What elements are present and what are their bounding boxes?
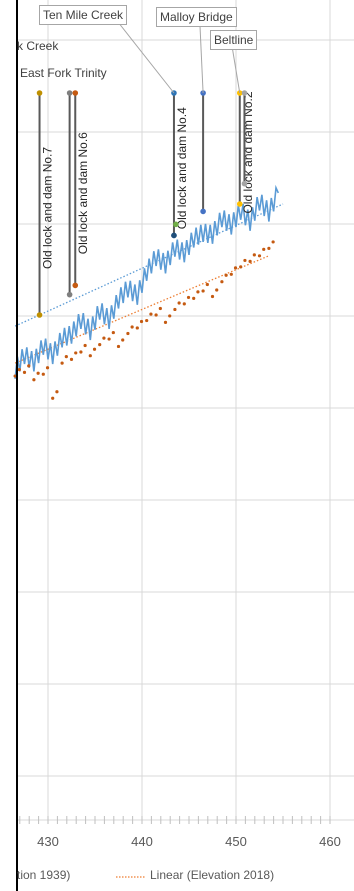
point-2018 — [121, 338, 125, 342]
leader-line-2 — [231, 45, 241, 94]
landmark-label-0: Old lock and dam No.7 — [41, 147, 55, 269]
point-2018 — [17, 367, 21, 372]
landmark-extra-point-1 — [171, 232, 177, 239]
point-2018 — [92, 347, 97, 351]
point-2018 — [252, 253, 256, 257]
legend-item-elevation-1939: tion 1939) — [17, 868, 71, 882]
trendline-1 — [14, 255, 270, 364]
point-2018 — [257, 254, 262, 258]
landmark-marker-bottom-5 — [236, 201, 243, 207]
x-axis-ticks: 430 440 450 460 — [17, 816, 354, 849]
landmark-label-2: Old lock and dam No.6 — [76, 132, 90, 254]
point-2018 — [41, 372, 45, 376]
point-2018 — [88, 354, 92, 358]
point-2018 — [233, 266, 238, 270]
point-2018 — [98, 343, 102, 347]
point-2018 — [32, 378, 36, 382]
point-2018 — [220, 280, 224, 284]
landmark-marker-bottom-6 — [241, 180, 248, 187]
point-2018 — [196, 290, 200, 294]
point-2018 — [83, 343, 87, 348]
point-2018 — [51, 396, 55, 400]
point-2018 — [135, 326, 139, 330]
point-2018 — [74, 351, 78, 355]
leader-line-1 — [199, 25, 204, 94]
point-2018 — [182, 302, 186, 306]
point-2018 — [205, 282, 209, 287]
point-2018 — [210, 294, 215, 299]
landmark-label-5: Old lock and dam No.2 — [241, 91, 255, 213]
point-2018 — [139, 319, 144, 324]
landmark-marker-top-6 — [241, 90, 248, 96]
legend-swatch-trend-2018 — [116, 876, 146, 878]
landmark-marker-bottom-2 — [72, 282, 79, 289]
x-tick-label-430: 430 — [37, 834, 59, 849]
point-2018 — [248, 259, 252, 263]
callout-leaders — [117, 21, 241, 94]
point-2018 — [154, 313, 158, 317]
series-1939 — [14, 184, 280, 379]
x-tick-label-460: 460 — [319, 834, 341, 849]
point-2018 — [69, 357, 74, 361]
landmark-marker-bottom-4 — [200, 208, 206, 215]
point-2018 — [215, 288, 219, 292]
point-2018 — [22, 370, 27, 374]
point-2018 — [145, 318, 149, 323]
legend-item-trend-2018: Linear (Elevation 2018) — [150, 868, 275, 882]
point-2018 — [262, 247, 266, 251]
point-2018 — [192, 296, 196, 300]
x-tick-label-450: 450 — [225, 834, 247, 849]
point-2018 — [55, 390, 59, 394]
landmark-label-3: Old lock and dam No.4 — [175, 107, 189, 229]
callout-beltline: Beltline — [210, 30, 258, 50]
point-2018 — [45, 366, 50, 370]
point-2018 — [158, 306, 162, 311]
x-tick-label-440: 440 — [131, 834, 153, 849]
point-2018 — [79, 350, 83, 354]
trendlines — [14, 203, 284, 364]
series-1939-line — [14, 184, 280, 379]
point-2018 — [186, 295, 191, 300]
leader-line-0 — [117, 21, 175, 94]
point-2018 — [201, 289, 205, 293]
callout-ten-mile-creek: Ten Mile Creek — [39, 5, 128, 25]
point-2018 — [229, 272, 233, 276]
landmark-marker-top-2 — [72, 90, 79, 96]
point-2018 — [173, 307, 177, 312]
point-2018 — [168, 314, 172, 318]
point-2018 — [111, 330, 115, 335]
point-2018 — [126, 331, 130, 336]
chart-grid — [17, 0, 354, 820]
callout-malloy-bridge: Malloy Bridge — [156, 7, 237, 27]
point-2018 — [102, 336, 106, 340]
point-2018 — [149, 312, 153, 316]
landmark-extra-point-0 — [173, 221, 179, 228]
point-2018 — [13, 374, 17, 378]
landmark-marker-top-1 — [66, 90, 73, 96]
landmark-lines: Old lock and dam No.7 Old lock and dam No… — [36, 90, 255, 318]
point-2018 — [107, 337, 111, 341]
point-2018 — [64, 355, 68, 359]
point-2018 — [163, 320, 168, 324]
point-2018 — [130, 325, 134, 329]
point-2018 — [271, 240, 275, 244]
point-2018 — [243, 258, 247, 263]
point-2018 — [239, 265, 243, 269]
point-2018 — [60, 361, 64, 365]
point-2018 — [27, 364, 31, 368]
label-east-fork-trinity: East Fork Trinity — [20, 66, 107, 80]
point-2018 — [36, 371, 40, 375]
landmark-marker-bottom-0 — [36, 312, 43, 318]
point-2018 — [177, 301, 181, 305]
point-2018 — [267, 246, 271, 250]
landmark-marker-top-0 — [36, 90, 43, 96]
landmark-marker-bottom-1 — [66, 291, 73, 298]
label-creek: k Creek — [17, 39, 59, 53]
series-2018 — [13, 240, 275, 400]
point-2018 — [224, 273, 228, 277]
point-2018 — [116, 344, 121, 349]
